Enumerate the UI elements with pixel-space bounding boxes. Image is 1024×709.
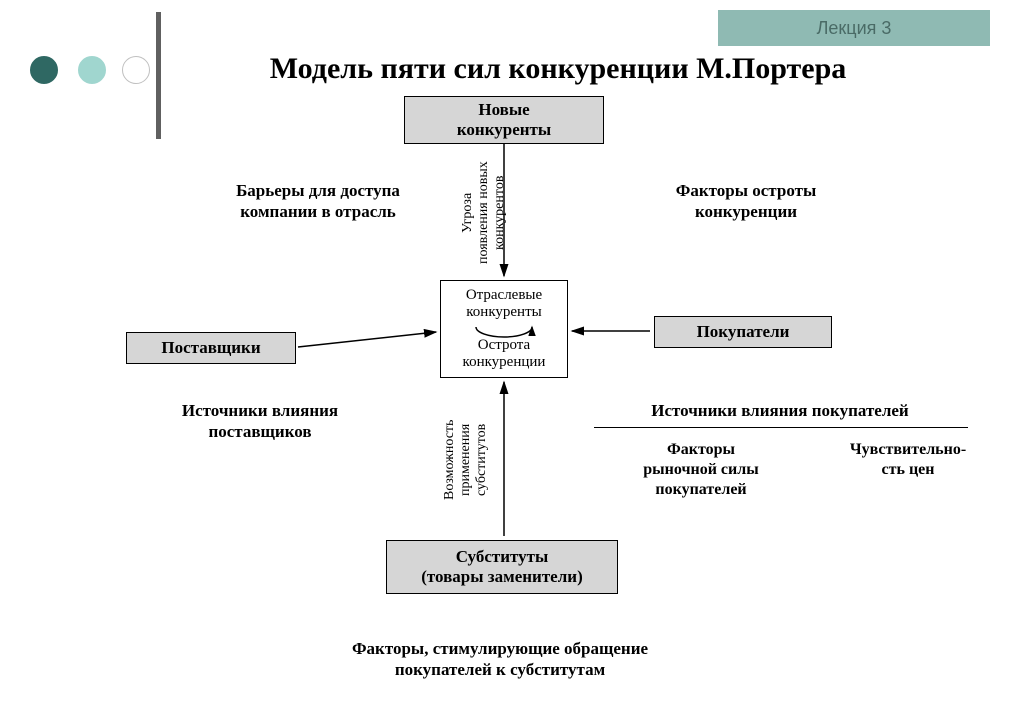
center-bot-l1: Острота [463,337,546,354]
box-right: Покупатели [654,316,832,348]
box-top-l2: конкуренты [457,120,551,140]
slide-title: Модель пяти сил конкуренции М.Портера [178,52,938,86]
dot-2 [78,56,106,84]
dot-3 [122,56,150,84]
box-bottom-l1: Субституты [456,547,549,567]
vlabel-top: Угроза появления новых конкурентов [460,150,508,276]
center-bot-l2: конкуренции [463,354,546,371]
box-left-l1: Поставщики [161,338,260,358]
center-top-l1: Отраслевые [466,287,542,304]
box-top-l1: Новые [478,100,529,120]
box-left: Поставщики [126,332,296,364]
arrow-left-right [298,332,436,347]
center-top-l2: конкуренты [466,304,542,321]
label-mid-right-a: Факторы рыночной силы покупателей [606,440,796,500]
box-center: Отраслевые конкуренты Острота конкуренци… [440,280,568,378]
header-vbar [156,12,161,139]
vlabel-bottom: Возможность применения субститутов [442,390,490,530]
box-top: Новые конкуренты [404,96,604,144]
box-bottom: Субституты (товары заменители) [386,540,618,594]
slide-root: Лекция 3 Модель пяти сил конкуренции М.П… [0,0,1024,709]
box-bottom-l2: (товары заменители) [421,567,582,587]
box-right-l1: Покупатели [697,322,790,342]
center-bot: Острота конкуренции [463,337,546,372]
center-top: Отраслевые конкуренты [466,287,542,322]
label-mid-left: Источники влияния поставщиков [150,400,370,443]
label-bottom: Факторы, стимулирующие обращение покупат… [300,638,700,681]
hr-buyers [594,427,968,428]
label-top-right: Факторы остроты конкуренции [636,180,856,223]
dot-1 [30,56,58,84]
label-mid-right-b: Чувствительно- сть цен [828,440,988,480]
lecture-badge: Лекция 3 [718,10,990,46]
label-mid-right-header: Источники влияния покупателей [590,400,970,421]
label-top-left: Барьеры для доступа компании в отрасль [198,180,438,223]
